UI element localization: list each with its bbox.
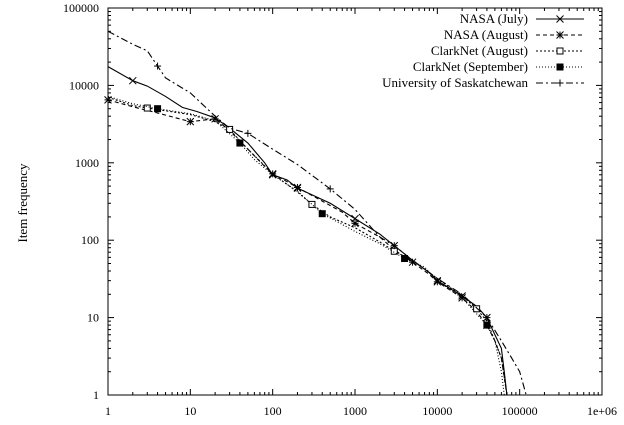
data-point-star: [186, 117, 195, 126]
data-point-plus: [483, 314, 491, 322]
legend-label: University of Saskatchewan: [382, 75, 528, 90]
data-point-open-square: [143, 104, 151, 112]
data-point-filled-square: [556, 63, 564, 71]
y-tick-label: 1: [93, 388, 99, 402]
legend-label: ClarkNet (August): [431, 43, 528, 58]
legend: NASA (July)NASA (August)ClarkNet (August…: [382, 11, 584, 90]
x-tick-label: 1e+06: [587, 404, 617, 418]
x-tick-label: 1: [105, 404, 111, 418]
data-point-star: [351, 219, 359, 228]
x-tick-label: 10000: [422, 404, 452, 418]
x-tick-label: 10: [184, 404, 196, 418]
x-tick-label: 100000: [502, 404, 538, 418]
y-tick-label: 1000: [75, 156, 99, 170]
data-point-open-square: [556, 47, 564, 55]
data-point-filled-square: [318, 210, 326, 218]
series-line: [107, 99, 508, 396]
data-point-filled-square: [401, 255, 409, 263]
data-point-filled-square: [483, 321, 491, 329]
series-line: [107, 96, 508, 396]
legend-label: ClarkNet (September): [413, 59, 528, 74]
series-line: [107, 66, 508, 396]
data-point-plus: [390, 242, 398, 250]
data-point-star: [556, 31, 564, 39]
data-point-plus: [154, 62, 162, 70]
data-point-filled-square: [154, 105, 162, 113]
series-layer: [104, 30, 527, 396]
data-point-plus: [244, 129, 252, 137]
data-point-filled-square: [236, 139, 244, 147]
data-point-plus: [326, 185, 334, 193]
series-line: [107, 95, 505, 396]
x-tick-label: 1000: [343, 404, 367, 418]
data-point-plus: [556, 79, 564, 87]
data-point-x: [128, 76, 137, 85]
y-tick-label: 10000: [69, 78, 99, 92]
y-tick-label: 100: [81, 233, 99, 247]
y-axis-label: Item frequency: [15, 163, 30, 243]
data-point-x: [556, 15, 564, 23]
data-point-open-square: [473, 305, 481, 313]
axis-ticks: 1 10 100 1000 10000 100000 1e+06 1 10 100 1000 1000…: [63, 1, 617, 418]
legend-label: NASA (August): [444, 27, 528, 42]
series-line: [107, 30, 527, 396]
x-tick-label: 100: [264, 404, 282, 418]
data-point-star: [433, 277, 442, 286]
y-tick-label: 100000: [63, 1, 99, 15]
legend-label: NASA (July): [460, 11, 528, 26]
data-point-open-square: [308, 200, 316, 208]
y-tick-label: 10: [87, 311, 99, 325]
